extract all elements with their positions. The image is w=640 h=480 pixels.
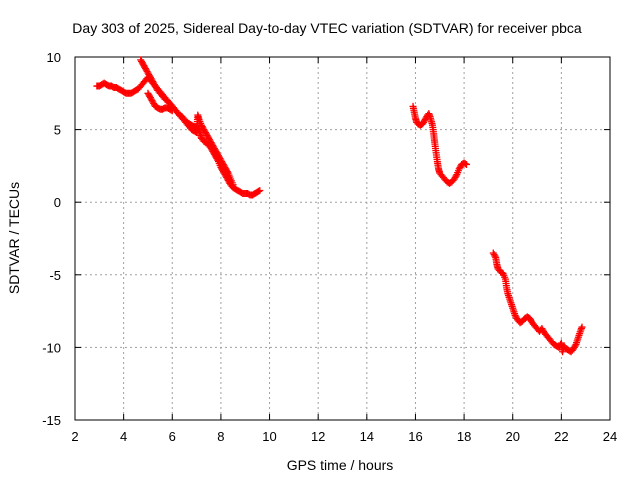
x-tick-label: 8 <box>217 429 224 444</box>
data-point <box>491 252 499 260</box>
x-tick-label: 18 <box>457 429 471 444</box>
data-point <box>191 128 199 136</box>
data-point <box>168 107 176 115</box>
plot-frame <box>74 56 611 421</box>
x-tick-labels: 2 4 6 8 10 12 14 16 18 20 22 24 <box>71 429 617 444</box>
data-point <box>463 160 471 168</box>
y-tick-label: -5 <box>49 268 61 283</box>
series-segment-1b <box>137 56 237 189</box>
x-tick-label: 4 <box>120 429 127 444</box>
x-tick-label: 24 <box>603 429 617 444</box>
x-tick-label: 20 <box>505 429 519 444</box>
x-tick-label: 2 <box>71 429 78 444</box>
chart-title: Day 303 of 2025, Sidereal Day-to-day VTE… <box>72 20 582 36</box>
x-tick-label: 22 <box>554 429 568 444</box>
y-tick-label: -15 <box>42 413 61 428</box>
x-axis-label: GPS time / hours <box>287 457 394 473</box>
series-segment-2 <box>409 102 471 187</box>
data-point <box>229 181 237 189</box>
data-point <box>461 160 469 168</box>
y-tick-label: 5 <box>54 123 61 138</box>
series-segment-1c <box>144 89 176 115</box>
data-point <box>167 106 175 114</box>
x-tick-label: 6 <box>169 429 176 444</box>
y-axis-label: SDTVAR / TECUs <box>6 182 22 294</box>
y-tick-label: 10 <box>47 50 61 65</box>
data-point <box>223 168 231 176</box>
y-tick-label: -10 <box>42 340 61 355</box>
gridlines <box>75 57 610 420</box>
x-tick-label: 16 <box>408 429 422 444</box>
data-point <box>571 342 579 350</box>
x-tick-label: 14 <box>360 429 374 444</box>
series-segment-3 <box>489 249 586 356</box>
data-point <box>452 172 460 180</box>
x-tick-label: 10 <box>262 429 276 444</box>
axis-ticks <box>74 56 611 421</box>
y-tick-label: 0 <box>54 195 61 210</box>
data-point <box>578 323 586 331</box>
x-tick-label: 12 <box>311 429 325 444</box>
series-segment-1a <box>93 73 264 199</box>
y-tick-labels: -15 -10 -5 0 5 10 <box>42 50 61 428</box>
data-point <box>255 187 263 195</box>
data-point <box>256 187 264 195</box>
data-points <box>93 56 586 356</box>
